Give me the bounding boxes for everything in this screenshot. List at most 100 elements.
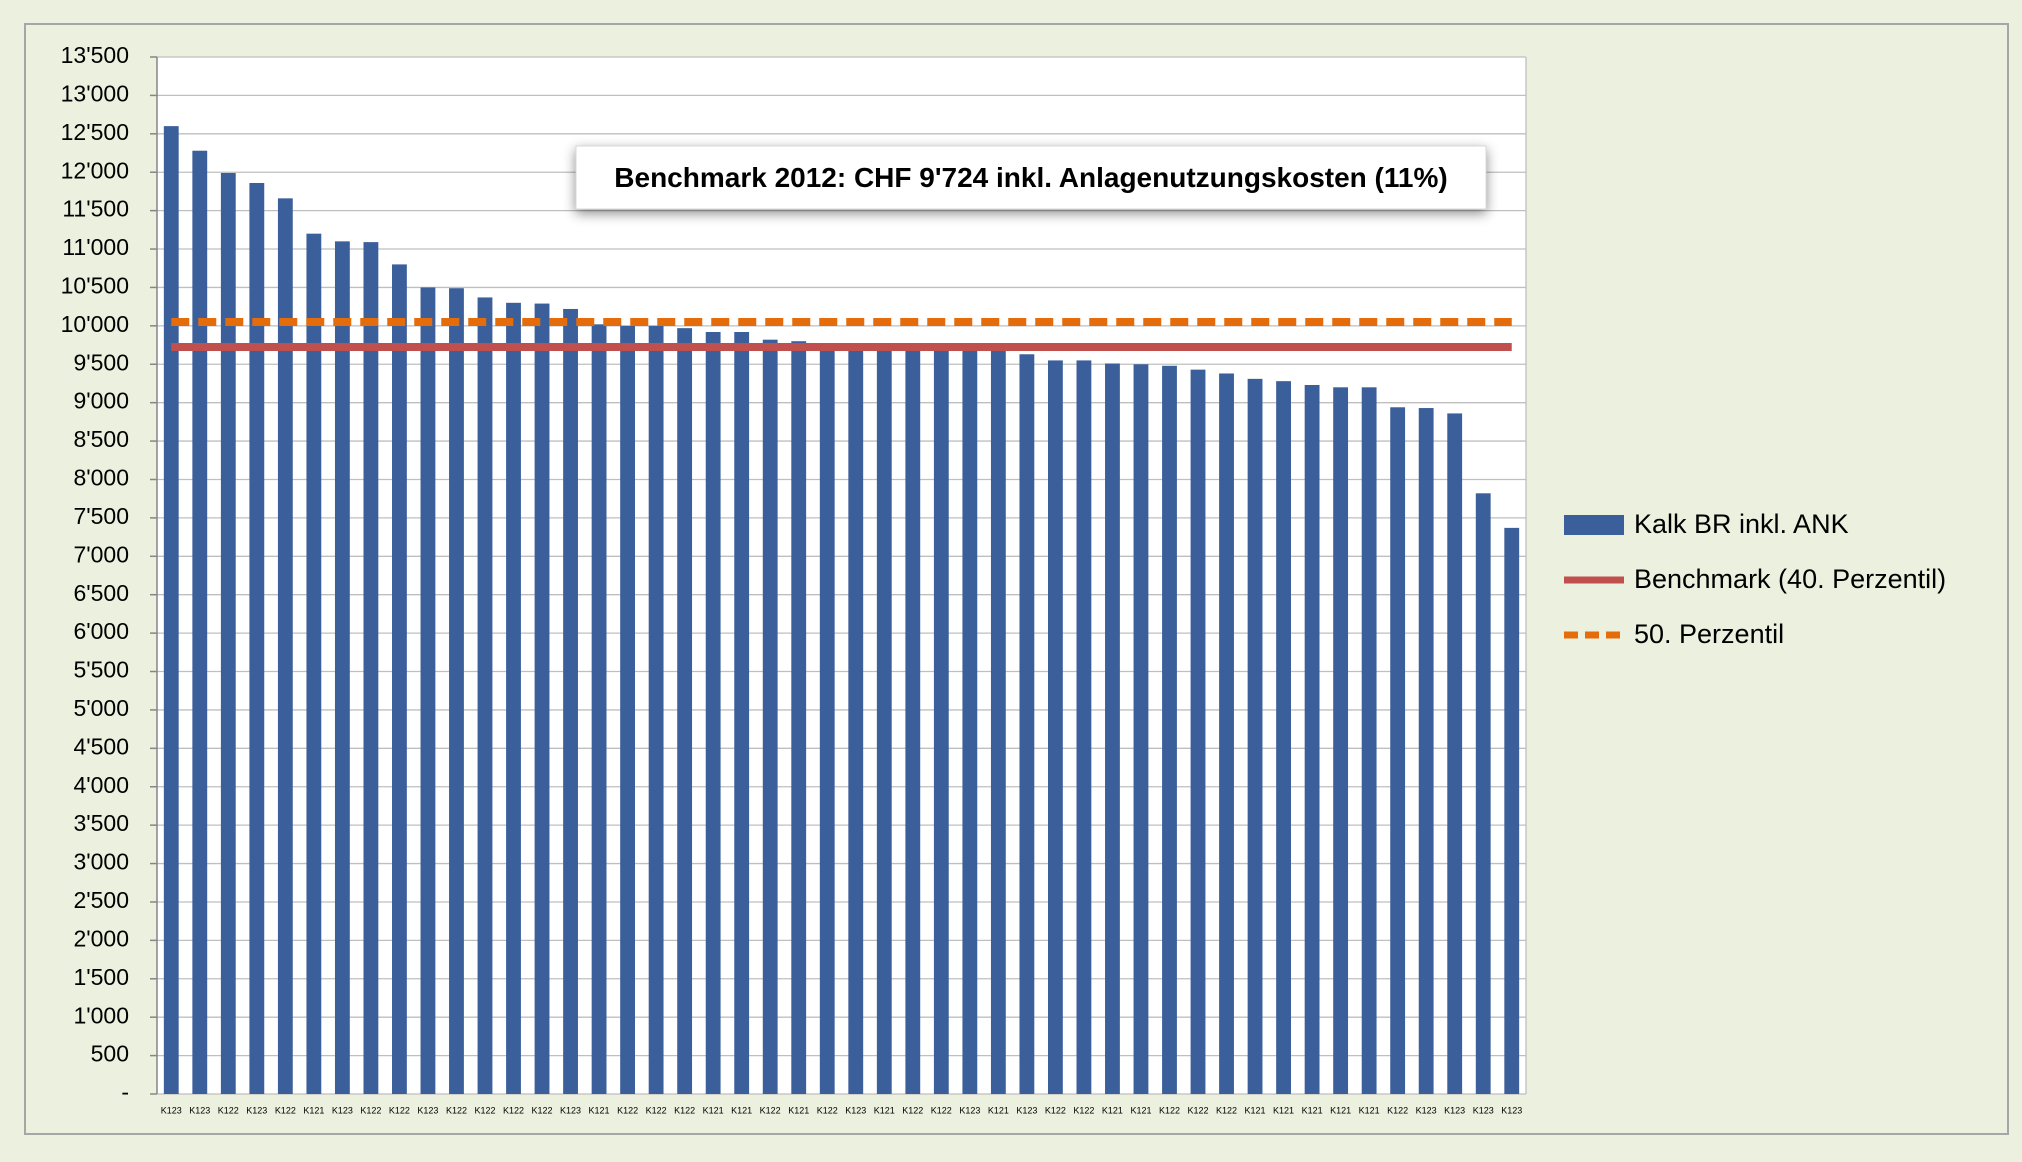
x-tick-label: K122: [275, 1105, 296, 1115]
x-tick-label: K122: [218, 1105, 239, 1115]
bar: [648, 325, 664, 1095]
bar: [905, 348, 921, 1094]
y-tick-label: 3'500: [73, 810, 129, 836]
x-tick-label: K122: [931, 1105, 952, 1115]
x-tick-label: K122: [617, 1105, 638, 1115]
legend-label: Benchmark (40. Perzentil): [1634, 564, 1946, 594]
x-tick-label: K122: [474, 1105, 495, 1115]
bar: [1162, 365, 1177, 1095]
bar: [734, 331, 750, 1094]
x-tick-label: K122: [1387, 1105, 1408, 1115]
bar: [1504, 527, 1520, 1094]
annotation: Benchmark 2012: CHF 9'724 inkl. Anlagenu…: [614, 162, 1447, 193]
bar: [1133, 364, 1149, 1094]
legend-swatch: [1564, 515, 1624, 535]
plot-area: [157, 57, 1526, 1094]
x-tick-label: K121: [1102, 1105, 1123, 1115]
bar: [819, 347, 835, 1094]
y-tick-label: 4'500: [73, 733, 129, 759]
y-tick-label: 9'500: [73, 349, 129, 375]
y-tick-label: 5'000: [73, 695, 129, 721]
x-tick-label: K123: [560, 1105, 581, 1115]
legend-label: Kalk BR inkl. ANK: [1634, 509, 1849, 539]
bar: [1219, 373, 1234, 1094]
y-tick-label: 9'000: [73, 388, 129, 414]
y-tick-label: 7'000: [73, 541, 129, 567]
bar: [990, 350, 1006, 1094]
bar: [705, 331, 721, 1094]
y-tick-label: 2'500: [73, 887, 129, 913]
x-tick-label: K123: [959, 1105, 980, 1115]
y-tick-label: 1'500: [73, 964, 129, 990]
x-tick-label: K121: [303, 1105, 324, 1115]
bar: [1475, 493, 1491, 1095]
annotation-box: [575, 145, 1487, 210]
y-tick-label: 5'500: [73, 657, 129, 683]
y-tick-label: 11'500: [62, 196, 129, 222]
y-tick-label: 7'500: [73, 503, 129, 529]
bar: [192, 150, 208, 1094]
x-tick-label: K122: [1045, 1105, 1066, 1115]
x-tick-label: K121: [1330, 1105, 1351, 1115]
bar: [1276, 381, 1291, 1094]
legend-label: 50. Perzentil: [1634, 619, 1784, 649]
y-tick-label: 12'500: [61, 119, 129, 145]
bar: [163, 126, 179, 1095]
x-tick-label: K121: [731, 1105, 752, 1115]
x-tick-label: K123: [332, 1105, 353, 1115]
y-tick-label: 2'000: [73, 925, 129, 951]
y-tick-label: 6'000: [73, 618, 129, 644]
x-tick-label: K121: [988, 1105, 1009, 1115]
x-tick-label: K121: [1273, 1105, 1294, 1115]
bar: [1190, 369, 1206, 1094]
y-tick-label: 12'000: [61, 157, 129, 183]
y-tick-label: 10'500: [61, 273, 129, 299]
bar: [1447, 413, 1463, 1094]
bar: [677, 328, 693, 1094]
bar: [1390, 407, 1406, 1095]
x-tick-label: K123: [246, 1105, 267, 1115]
x-tick-label: K122: [760, 1105, 781, 1115]
bar: [791, 341, 807, 1094]
x-tick-label: K122: [532, 1105, 553, 1115]
y-tick-label: 8'000: [73, 465, 129, 491]
bar: [477, 297, 493, 1094]
y-tick-label: -: [121, 1079, 129, 1105]
y-tick-label: 13'000: [61, 80, 129, 106]
y-tick-label: 500: [91, 1041, 129, 1067]
bar: [1247, 378, 1263, 1094]
x-tick-label: K123: [1416, 1105, 1437, 1115]
x-tick-label: K121: [1130, 1105, 1151, 1115]
x-tick-label: K122: [1216, 1105, 1237, 1115]
y-tick-label: 13'500: [61, 42, 129, 68]
bar: [1333, 387, 1349, 1094]
bar: [506, 302, 521, 1095]
x-tick-label: K123: [417, 1105, 438, 1115]
bar: [1047, 360, 1063, 1094]
x-tick-label: K122: [389, 1105, 410, 1115]
y-tick-label: 10'000: [61, 311, 129, 337]
bar: [1019, 354, 1035, 1095]
x-tick-label: K122: [1073, 1105, 1094, 1115]
x-tick-label: K123: [1444, 1105, 1465, 1115]
x-tick-label: K123: [1501, 1105, 1522, 1115]
bar: [876, 348, 892, 1094]
x-tick-label: K122: [503, 1105, 524, 1115]
bar: [534, 303, 550, 1094]
bar: [1304, 384, 1320, 1094]
x-tick-label: K123: [161, 1105, 182, 1115]
x-tick-label: K121: [1302, 1105, 1323, 1115]
y-tick-label: 4'000: [73, 772, 129, 798]
y-tick-label: 11'000: [62, 234, 129, 260]
bar: [449, 288, 464, 1094]
bar: [306, 233, 322, 1094]
x-tick-label: K121: [1359, 1105, 1380, 1115]
y-tick-label: 8'500: [73, 426, 129, 452]
bar: [392, 264, 407, 1094]
x-tick-label: K121: [703, 1105, 724, 1115]
y-tick-label: 6'500: [73, 580, 129, 606]
x-tick-label: K123: [1016, 1105, 1037, 1115]
bar: [334, 241, 350, 1094]
